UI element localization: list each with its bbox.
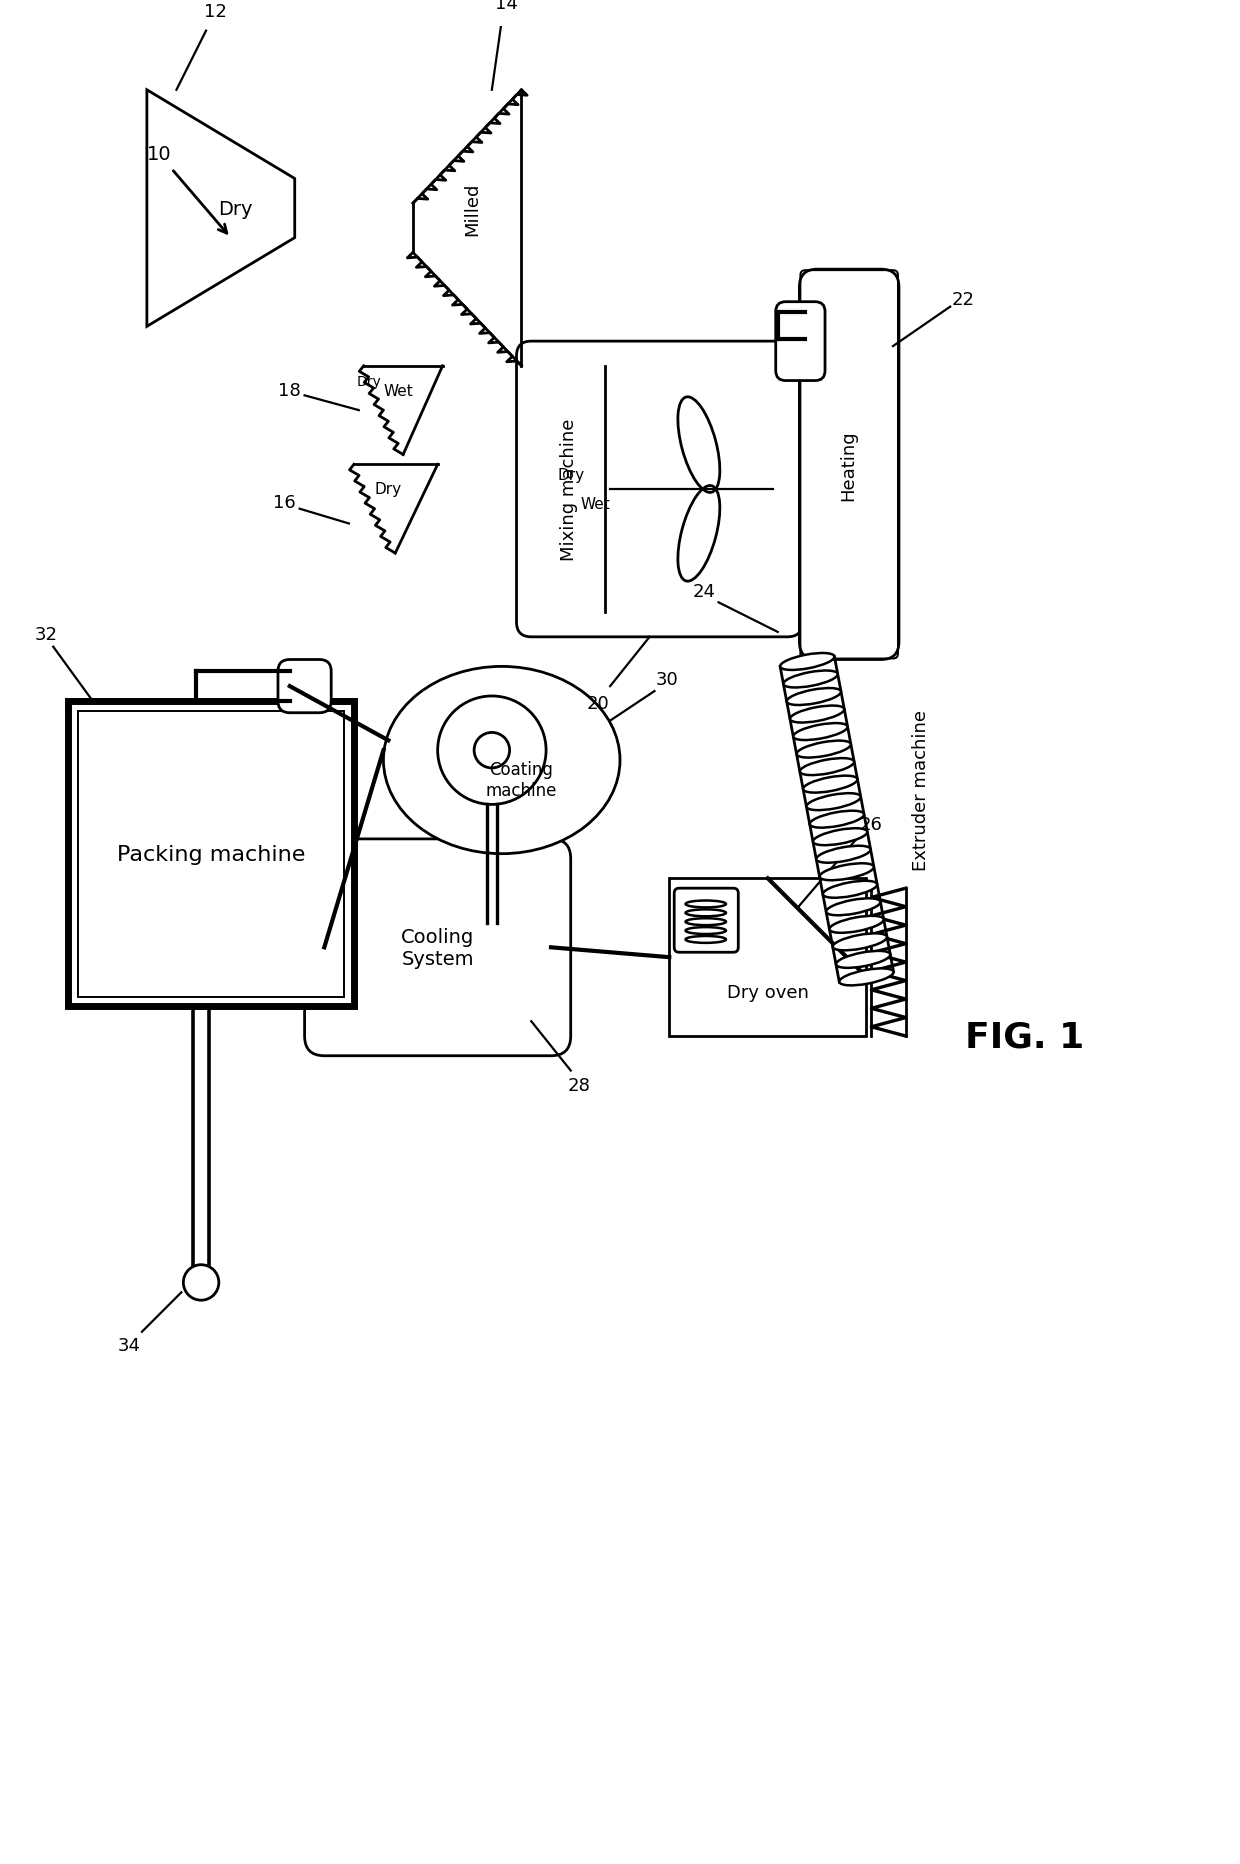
Text: 14: 14 xyxy=(495,0,518,13)
Ellipse shape xyxy=(830,917,884,934)
Text: Dry: Dry xyxy=(374,483,402,498)
Text: Extruder machine: Extruder machine xyxy=(911,710,930,870)
Text: 22: 22 xyxy=(951,291,975,309)
Ellipse shape xyxy=(839,969,894,986)
Ellipse shape xyxy=(833,934,887,951)
FancyBboxPatch shape xyxy=(670,878,867,1036)
Text: Dry: Dry xyxy=(557,468,584,483)
Ellipse shape xyxy=(786,688,841,706)
Ellipse shape xyxy=(816,846,870,863)
FancyBboxPatch shape xyxy=(517,341,802,637)
Text: Milled: Milled xyxy=(464,183,481,235)
Ellipse shape xyxy=(820,863,874,882)
Text: Dry: Dry xyxy=(356,375,381,388)
Ellipse shape xyxy=(790,706,844,723)
Text: Cooling
System: Cooling System xyxy=(401,926,474,967)
Ellipse shape xyxy=(836,951,890,967)
Text: FIG. 1: FIG. 1 xyxy=(965,1020,1084,1053)
Ellipse shape xyxy=(794,723,848,740)
Ellipse shape xyxy=(784,671,838,688)
Text: Packing machine: Packing machine xyxy=(117,844,305,865)
Ellipse shape xyxy=(800,759,854,775)
Text: 34: 34 xyxy=(118,1336,140,1353)
FancyBboxPatch shape xyxy=(800,270,899,660)
FancyBboxPatch shape xyxy=(68,701,353,1007)
Circle shape xyxy=(184,1266,218,1301)
Ellipse shape xyxy=(806,794,861,811)
Ellipse shape xyxy=(780,654,835,671)
FancyBboxPatch shape xyxy=(278,660,331,714)
Text: Dry: Dry xyxy=(218,199,253,218)
Text: Heating: Heating xyxy=(839,431,858,500)
Ellipse shape xyxy=(796,742,851,759)
Text: 32: 32 xyxy=(35,626,58,643)
Ellipse shape xyxy=(823,882,877,898)
Ellipse shape xyxy=(826,898,880,915)
Text: Mixing machine: Mixing machine xyxy=(559,419,578,561)
Ellipse shape xyxy=(383,667,620,854)
Ellipse shape xyxy=(810,811,864,828)
Text: 18: 18 xyxy=(279,382,301,401)
Text: 26: 26 xyxy=(859,816,883,833)
FancyBboxPatch shape xyxy=(78,712,343,997)
Text: 10: 10 xyxy=(146,145,171,164)
Text: 28: 28 xyxy=(567,1077,590,1094)
Text: Dry oven: Dry oven xyxy=(727,982,808,1001)
Ellipse shape xyxy=(804,775,857,794)
FancyBboxPatch shape xyxy=(305,839,570,1057)
FancyBboxPatch shape xyxy=(675,889,738,953)
Text: 20: 20 xyxy=(587,695,610,712)
Text: Wet: Wet xyxy=(383,384,413,399)
Text: 24: 24 xyxy=(692,582,715,600)
FancyBboxPatch shape xyxy=(776,302,825,382)
Text: 12: 12 xyxy=(205,4,227,21)
Text: Wet: Wet xyxy=(580,498,610,513)
Text: 16: 16 xyxy=(274,494,296,511)
Text: Coating
machine: Coating machine xyxy=(486,761,557,800)
Ellipse shape xyxy=(813,829,867,846)
Text: 30: 30 xyxy=(656,671,678,690)
